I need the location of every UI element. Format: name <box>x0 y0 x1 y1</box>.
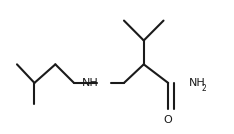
Text: O: O <box>164 115 172 125</box>
Text: 2: 2 <box>202 84 207 93</box>
Text: NH: NH <box>189 78 206 88</box>
Text: NH: NH <box>82 78 99 88</box>
